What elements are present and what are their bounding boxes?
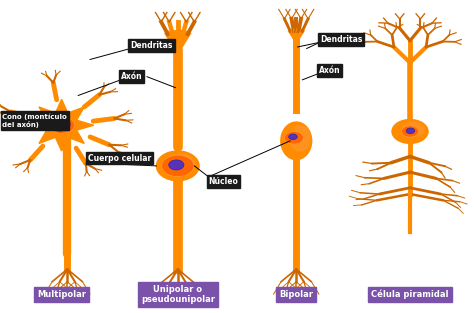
Text: Axón: Axón — [319, 66, 340, 75]
Polygon shape — [29, 100, 94, 151]
Circle shape — [401, 126, 419, 137]
Ellipse shape — [165, 154, 195, 175]
Text: Dendritas: Dendritas — [130, 41, 173, 50]
Circle shape — [289, 134, 297, 140]
Text: Axón: Axón — [121, 72, 143, 81]
Circle shape — [406, 128, 415, 134]
Ellipse shape — [49, 117, 75, 133]
Circle shape — [49, 117, 70, 131]
Text: Cuerpo celular: Cuerpo celular — [88, 154, 151, 162]
Ellipse shape — [281, 122, 311, 160]
Circle shape — [401, 121, 425, 137]
Text: Multipolar: Multipolar — [37, 290, 86, 299]
Text: Núcleo: Núcleo — [209, 177, 238, 186]
Text: Dendritas: Dendritas — [320, 35, 362, 44]
Text: Célula piramidal: Célula piramidal — [371, 290, 449, 299]
Text: Cono (montículo
del axón): Cono (montículo del axón) — [2, 113, 67, 128]
Text: Bipolar: Bipolar — [279, 290, 313, 299]
Circle shape — [392, 120, 428, 143]
Ellipse shape — [156, 151, 199, 181]
Circle shape — [162, 155, 194, 177]
Circle shape — [169, 160, 184, 170]
Ellipse shape — [289, 125, 311, 151]
Circle shape — [284, 131, 303, 144]
Text: Unipolar o
pseudounipolar: Unipolar o pseudounipolar — [141, 285, 215, 304]
